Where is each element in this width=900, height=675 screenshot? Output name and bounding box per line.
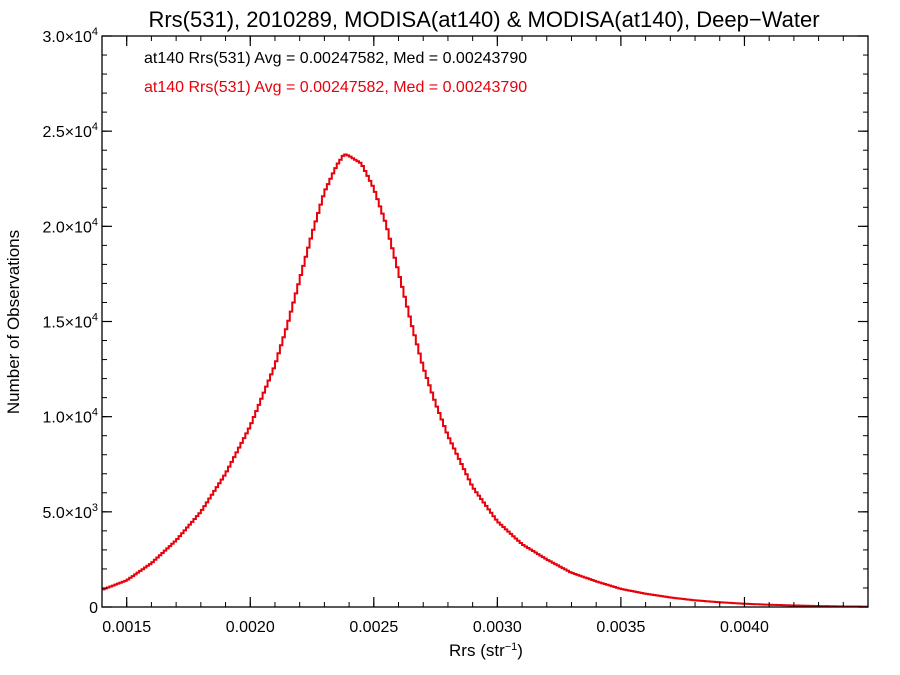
legend: at140 Rrs(531) Avg = 0.00247582, Med = 0… bbox=[144, 50, 527, 96]
y-tick-exponent: 4 bbox=[92, 312, 98, 324]
y-tick-mantissa: 3.0×10 bbox=[42, 29, 91, 46]
y-tick-label: 0 bbox=[89, 600, 98, 617]
y-tick-mantissa: 2.0×10 bbox=[42, 219, 91, 236]
x-tick-label: 0.0040 bbox=[720, 619, 769, 636]
y-tick-label: 2.0×104 bbox=[42, 216, 98, 236]
y-tick-label: 5.0×103 bbox=[42, 502, 98, 522]
y-tick-exponent: 4 bbox=[92, 121, 98, 133]
chart-title: Rrs(531), 2010289, MODISA(at140) & MODIS… bbox=[148, 7, 819, 32]
x-tick-label: 0.0015 bbox=[102, 619, 151, 636]
y-tick-exponent: 3 bbox=[92, 502, 98, 514]
y-tick-exponent: 4 bbox=[92, 26, 98, 38]
axes: 0.0015 0.0020 0.0025 0.0030 0.0035 0.0040 0 5.0… bbox=[42, 26, 869, 636]
y-tick-mantissa: 5.0×10 bbox=[42, 505, 91, 522]
x-tick-label: 0.0020 bbox=[226, 619, 275, 636]
y-tick-mantissa: 0 bbox=[89, 600, 98, 617]
y-tick-mantissa: 2.5×10 bbox=[42, 124, 91, 141]
plot-area bbox=[102, 153, 868, 608]
x-axis-label-main: Rrs (str bbox=[449, 641, 505, 660]
y-tick-label: 1.5×104 bbox=[42, 312, 98, 332]
legend-entry: at140 Rrs(531) Avg = 0.00247582, Med = 0… bbox=[144, 79, 527, 96]
x-tick-label: 0.0030 bbox=[473, 619, 522, 636]
y-tick-exponent: 4 bbox=[92, 216, 98, 228]
legend-entry: at140 Rrs(531) Avg = 0.00247582, Med = 0… bbox=[144, 50, 527, 67]
x-axis-label: Rrs (str−1) bbox=[449, 641, 523, 660]
histogram-series-line bbox=[102, 153, 868, 608]
y-tick-label: 3.0×104 bbox=[42, 26, 98, 46]
x-tick-label: 0.0035 bbox=[596, 619, 645, 636]
y-tick-exponent: 4 bbox=[92, 407, 98, 419]
x-axis-label-close: ) bbox=[517, 641, 523, 660]
y-tick-label: 2.5×104 bbox=[42, 121, 98, 141]
y-tick-label: 1.0×104 bbox=[42, 407, 98, 427]
x-tick-label: 0.0025 bbox=[349, 619, 398, 636]
x-axis-label-sup: −1 bbox=[505, 641, 518, 653]
plot-frame bbox=[101, 35, 869, 608]
y-axis-label: Number of Observations bbox=[4, 230, 23, 414]
y-tick-mantissa: 1.0×10 bbox=[42, 410, 91, 427]
y-tick-mantissa: 1.5×10 bbox=[42, 315, 91, 332]
